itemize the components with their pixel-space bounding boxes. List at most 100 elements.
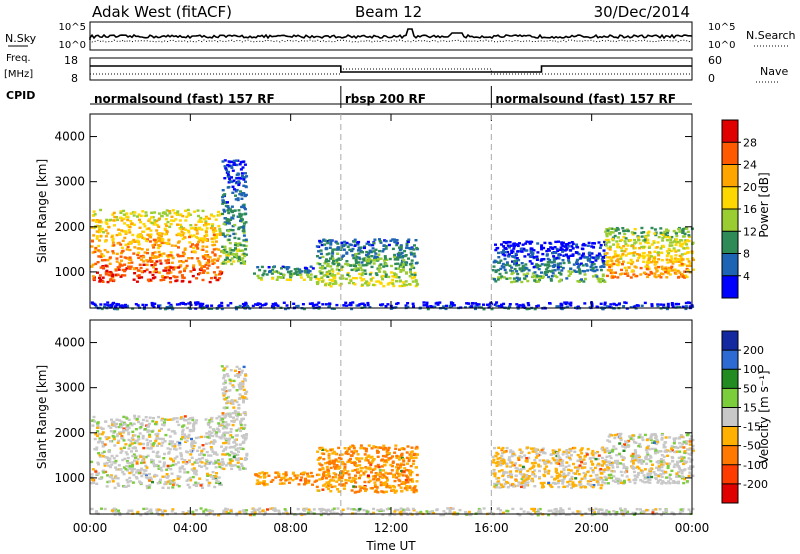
echo-cell [138,432,142,435]
echo-cell [152,246,156,249]
echo-cell [126,481,130,484]
echo-cell [134,303,138,306]
echo-cell [369,250,373,253]
echo-cell [379,303,382,306]
echo-cell [633,238,636,242]
echo-cell [101,431,105,434]
echo-cell [226,233,230,237]
echo-cell [320,267,324,270]
echo-cell [412,276,416,279]
echo-cell [659,276,663,279]
echo-cell [122,472,126,476]
echo-cell [168,305,172,308]
echo-cell [199,268,203,272]
echo-cell [682,235,686,238]
echo-cell [654,233,658,237]
echo-cell [231,191,235,194]
echo-cell [118,306,122,309]
echo-cell [236,447,240,450]
echo-cell [607,435,611,438]
echo-cell [604,244,608,247]
echo-cell [623,240,627,243]
echo-cell [356,468,359,471]
echo-cell [212,476,215,479]
echo-cell [289,270,293,273]
echo-cell [217,224,221,228]
echo-cell [129,212,133,215]
echo-cell [171,256,175,260]
echo-cell [304,477,307,481]
echo-cell [536,280,540,283]
echo-cell [212,439,216,442]
echo-cell [210,448,214,451]
echo-cell [217,210,220,214]
echo-cell [157,239,161,243]
echo-cell [114,466,118,469]
echo-cell [403,467,407,470]
echo-cell [226,205,230,208]
echo-cell [113,305,117,308]
echo-cell [567,270,571,273]
echo-cell [381,454,385,458]
echo-cell [510,255,514,258]
echo-cell [359,444,363,447]
echo-cell [500,275,504,278]
echo-cell [384,482,388,486]
echo-cell [142,222,146,226]
echo-cell [495,269,498,272]
echo-cell [139,233,143,237]
echo-cell [398,448,401,451]
echo-cell [182,302,185,305]
echo-cell [380,465,384,468]
echo-cell [230,166,234,169]
echo-cell [691,305,695,308]
echo-cell [282,273,286,277]
echo-cell [163,421,166,424]
echo-cell [657,258,661,261]
echo-cell [205,478,209,482]
echo-cell [218,304,222,307]
echo-cell [612,303,616,306]
echo-cell [518,455,522,458]
echo-cell [673,240,676,243]
echo-cell [373,481,377,484]
echo-cell [131,481,135,484]
echo-cell [602,262,606,266]
echo-cell [582,252,585,255]
echo-cell [412,248,416,251]
echo-cell [231,252,235,256]
echo-cell [228,461,232,465]
echo-cell [588,252,592,255]
echo-cell [307,481,311,484]
echo-cell [151,420,155,423]
echo-cell [381,274,385,278]
echo-cell [142,260,146,263]
echo-cell [678,264,682,267]
echo-cell [365,467,369,470]
echo-cell [194,436,198,440]
echo-cell [359,469,363,473]
echo-cell [670,244,674,247]
echo-cell [663,446,667,449]
echo-cell [364,264,368,267]
echo-cell [284,473,288,476]
echo-cell [177,423,181,427]
echo-cell [548,302,552,305]
echo-cell [164,266,168,270]
echo-cell [528,254,532,258]
echo-cell [242,417,246,420]
nave-tick-top: 60 [708,54,722,67]
echo-cell [218,233,222,236]
echo-cell [141,437,145,440]
echo-cell [572,462,575,466]
echo-cell [267,266,271,269]
echo-cell [381,278,384,281]
echo-cell [666,231,669,234]
echo-cell [548,241,552,245]
echo-cell [242,436,245,439]
echo-cell [533,485,537,488]
echo-cell [178,270,182,273]
echo-cell [406,305,410,309]
echo-cell [598,469,602,472]
echo-cell [354,474,357,477]
